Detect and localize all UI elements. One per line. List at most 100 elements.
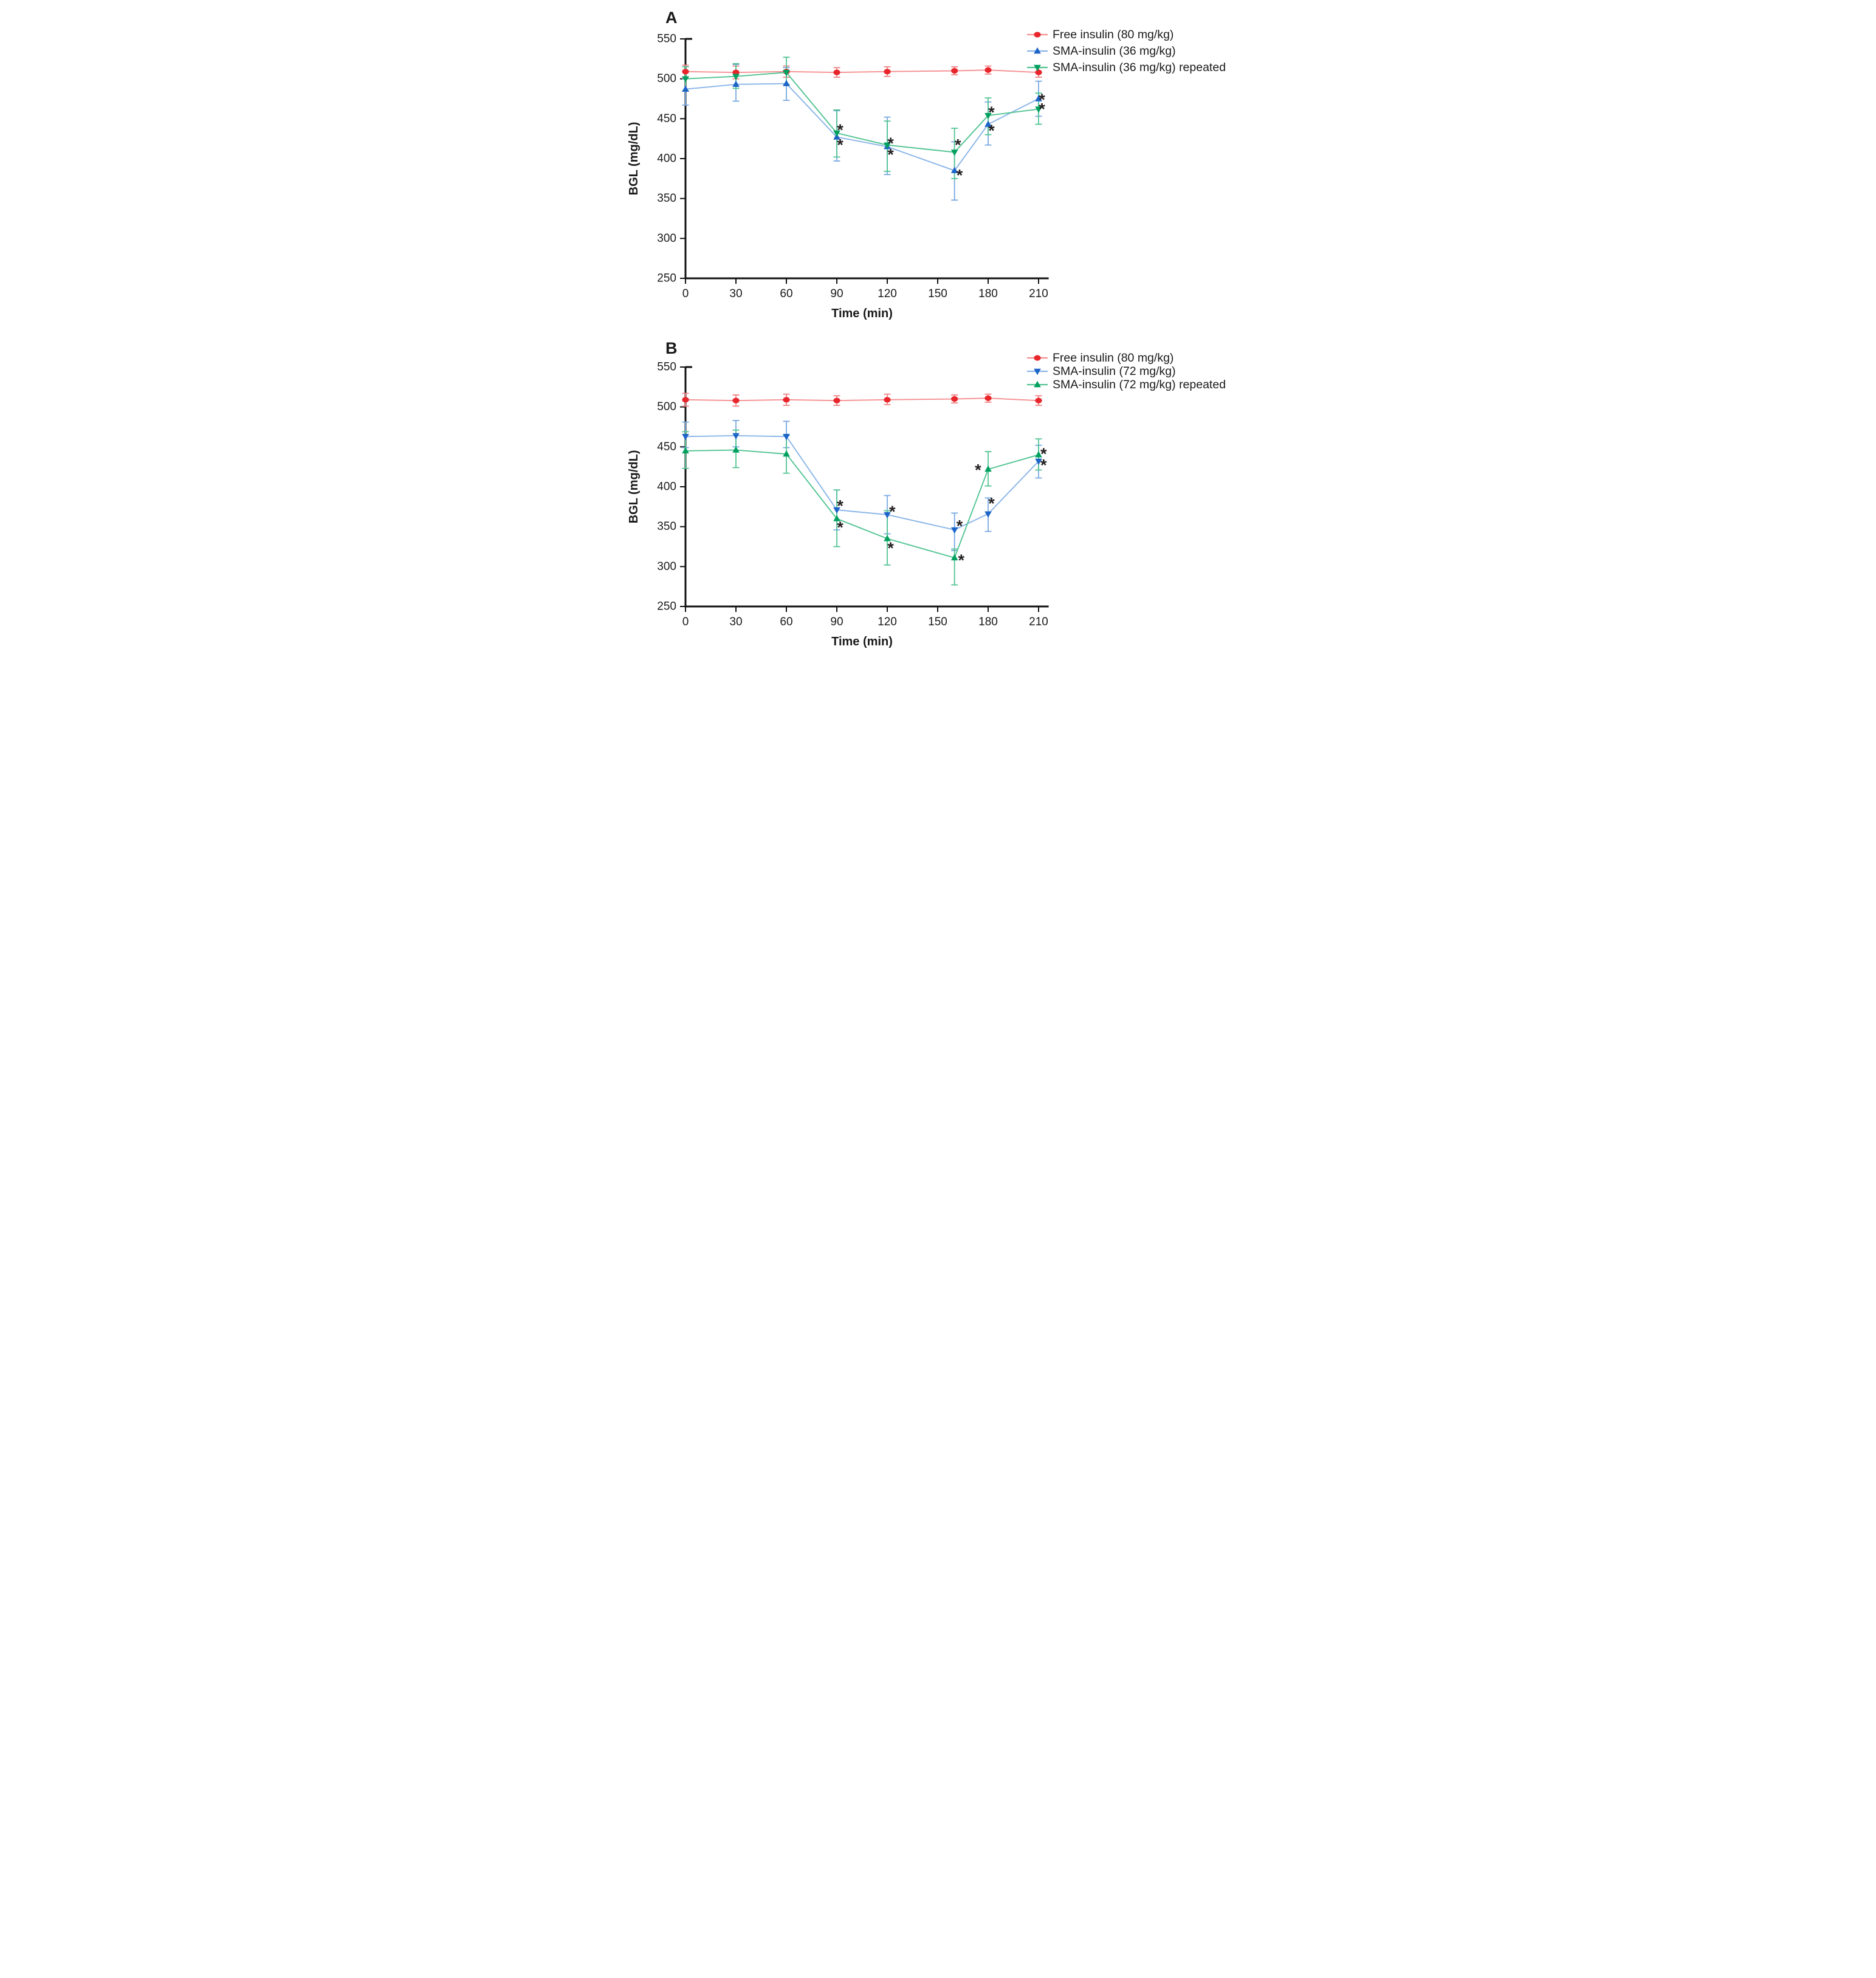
panel-letter: B bbox=[665, 339, 678, 357]
data-point-marker bbox=[732, 69, 740, 75]
data-point-marker bbox=[783, 397, 790, 403]
data-point-marker bbox=[984, 112, 992, 120]
y-tick-label: 350 bbox=[657, 192, 676, 205]
panel-B: B 250 300 350 400 450 500 550 0 30 60 90 120 150 180 21… bbox=[627, 339, 1226, 648]
x-tick-label: 0 bbox=[682, 287, 689, 300]
data-point-marker bbox=[1035, 69, 1042, 75]
significance-annotations: ********** bbox=[837, 91, 1045, 185]
data-point-marker bbox=[984, 120, 992, 127]
significance-asterisk: * bbox=[1039, 100, 1045, 118]
data-point-marker bbox=[833, 130, 840, 137]
series-line bbox=[685, 83, 1039, 171]
data-point-marker bbox=[984, 465, 992, 472]
data-point-marker bbox=[984, 511, 992, 518]
data-point-marker bbox=[732, 446, 740, 453]
legend-marker bbox=[1034, 47, 1041, 54]
data-point-marker bbox=[732, 80, 740, 88]
significance-asterisk: * bbox=[837, 136, 844, 154]
axes: 250 300 350 400 450 500 550 0 30 60 90 120 150 180 210 bbox=[657, 33, 1049, 300]
data-point-marker bbox=[884, 397, 891, 403]
series-line bbox=[685, 72, 1039, 153]
x-tick-label: 30 bbox=[729, 616, 742, 628]
legend-item: Free insulin (80 mg/kg) bbox=[1027, 351, 1173, 365]
data-point-marker bbox=[884, 142, 891, 149]
data-point-marker bbox=[950, 149, 958, 156]
legend-marker bbox=[1034, 32, 1041, 38]
series-line bbox=[685, 434, 1039, 531]
error-bars bbox=[682, 393, 1042, 586]
legend-item: Free insulin (80 mg/kg) bbox=[1027, 28, 1173, 41]
data-point-marker bbox=[682, 76, 689, 83]
axes: 250 300 350 400 450 500 550 0 30 60 90 120 150 180 210 bbox=[657, 361, 1049, 628]
data-point-marker bbox=[884, 69, 891, 75]
data-point-marker bbox=[884, 535, 891, 541]
x-tick-label: 60 bbox=[780, 287, 792, 300]
data-point-marker bbox=[783, 450, 790, 457]
significance-asterisk: * bbox=[975, 461, 981, 479]
x-tick-label: 210 bbox=[1029, 616, 1048, 628]
data-point-marker bbox=[833, 397, 840, 403]
x-tick-label: 120 bbox=[878, 616, 897, 628]
x-tick-label: 180 bbox=[978, 616, 998, 628]
y-tick-label: 350 bbox=[657, 520, 676, 533]
data-point-marker bbox=[984, 67, 992, 73]
significance-asterisk: * bbox=[837, 497, 844, 515]
data-point-marker bbox=[783, 69, 790, 77]
y-tick-label: 250 bbox=[657, 272, 676, 284]
significance-asterisk: * bbox=[837, 121, 844, 139]
legend-item: SMA-insulin (72 mg/kg) repeated bbox=[1027, 378, 1226, 391]
data-point-marker bbox=[682, 434, 689, 441]
legend-label: SMA-insulin (36 mg/kg) bbox=[1053, 44, 1176, 58]
y-tick-label: 300 bbox=[657, 232, 676, 245]
y-tick-label: 400 bbox=[657, 480, 676, 493]
x-tick-label: 90 bbox=[830, 287, 843, 300]
legend-item: SMA-insulin (72 mg/kg) bbox=[1027, 365, 1176, 378]
x-tick-label: 180 bbox=[978, 287, 998, 300]
data-point-marker bbox=[1035, 397, 1042, 403]
significance-asterisk: * bbox=[988, 122, 995, 140]
series-line bbox=[685, 69, 1039, 74]
x-tick-label: 150 bbox=[928, 616, 947, 628]
series-sma-insulin-72-mg-kg- bbox=[682, 433, 1042, 534]
panel-letter: A bbox=[665, 9, 678, 27]
y-axis-title: BGL (mg/dL) bbox=[627, 450, 641, 524]
y-tick-label: 400 bbox=[657, 152, 676, 165]
panel-A: A 250 300 350 400 450 500 550 0 30 60 90 120 150 180 21… bbox=[627, 9, 1226, 320]
y-tick-label: 300 bbox=[657, 560, 676, 573]
legend: Free insulin (80 mg/kg) SMA-insulin (36 m… bbox=[1027, 28, 1226, 74]
legend-marker bbox=[1034, 355, 1041, 361]
y-tick-label: 550 bbox=[657, 361, 676, 374]
data-point-marker bbox=[833, 69, 840, 75]
legend-label: SMA-insulin (72 mg/kg) bbox=[1053, 365, 1176, 378]
series-line bbox=[685, 397, 1039, 402]
legend-label: SMA-insulin (36 mg/kg) repeated bbox=[1053, 61, 1226, 74]
significance-asterisk: * bbox=[1039, 91, 1045, 109]
significance-asterisk: * bbox=[837, 518, 844, 537]
data-point-marker bbox=[1035, 106, 1042, 113]
data-point-marker bbox=[732, 433, 740, 440]
data-point-marker bbox=[950, 554, 958, 561]
data-point-marker bbox=[950, 527, 958, 534]
data-point-marker bbox=[1035, 458, 1042, 465]
data-point-marker bbox=[1035, 451, 1042, 458]
y-axis-title: BGL (mg/dL) bbox=[627, 122, 641, 196]
data-point-marker bbox=[732, 397, 740, 403]
x-tick-label: 90 bbox=[830, 616, 843, 628]
y-tick-label: 500 bbox=[657, 400, 676, 413]
series-sma-insulin-36-mg-kg- bbox=[682, 80, 1042, 173]
data-point-marker bbox=[783, 80, 790, 86]
x-tick-label: 30 bbox=[729, 287, 742, 300]
y-tick-label: 450 bbox=[657, 112, 676, 125]
series-sma-insulin-72-mg-kg-repeated bbox=[682, 446, 1042, 561]
significance-asterisk: * bbox=[1040, 445, 1047, 463]
legend-item: SMA-insulin (36 mg/kg) repeated bbox=[1027, 61, 1226, 74]
significance-asterisk: * bbox=[988, 103, 995, 122]
data-point-marker bbox=[783, 434, 790, 441]
series-free-insulin-80-mg-kg- bbox=[682, 395, 1042, 403]
legend-label: Free insulin (80 mg/kg) bbox=[1053, 28, 1173, 41]
series-sma-insulin-36-mg-kg-repeated bbox=[682, 69, 1042, 156]
significance-asterisk: * bbox=[957, 167, 963, 185]
data-point-marker bbox=[682, 397, 689, 403]
data-point-marker bbox=[682, 85, 689, 92]
x-tick-label: 120 bbox=[878, 287, 897, 300]
